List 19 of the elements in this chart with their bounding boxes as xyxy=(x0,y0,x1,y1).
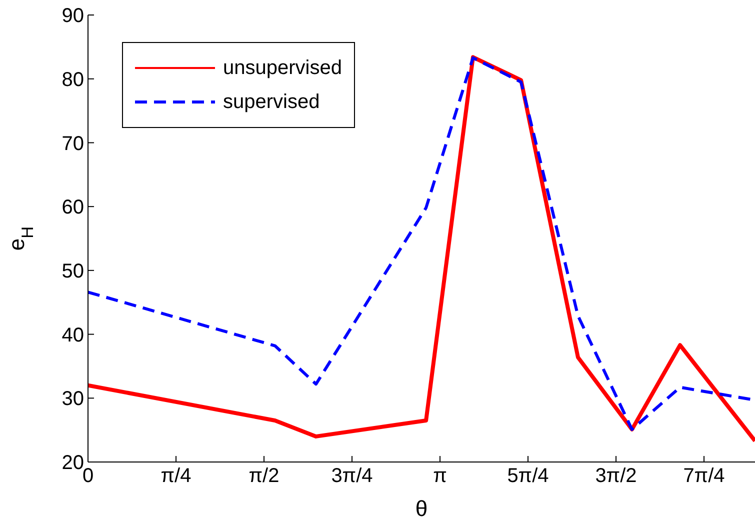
x-axis-title: θ xyxy=(415,496,428,521)
y-tick-label: 50 xyxy=(62,260,84,283)
y-tick-label: 70 xyxy=(62,132,84,155)
y-tick-label: 40 xyxy=(62,324,84,346)
y-tick-label: 30 xyxy=(62,388,84,410)
x-tick-label: 0 xyxy=(82,465,94,488)
x-tick-label: π/4 xyxy=(160,465,192,488)
x-tick-label: 5π/4 xyxy=(507,465,549,488)
y-tick-label: 60 xyxy=(62,196,84,219)
y-tick-label: 20 xyxy=(62,452,84,474)
x-tick-label: 3π/2 xyxy=(595,465,637,488)
legend-label: supervised xyxy=(223,90,320,114)
y-tick-label: 90 xyxy=(62,5,84,28)
legend-label: unsupervised xyxy=(223,56,342,80)
x-tick-label: 7π/4 xyxy=(683,465,725,488)
x-tick-label: π xyxy=(433,465,447,488)
x-tick-label: 3π/4 xyxy=(331,465,373,488)
x-tick-label: π/2 xyxy=(248,465,280,488)
y-tick-label: 80 xyxy=(62,68,84,91)
